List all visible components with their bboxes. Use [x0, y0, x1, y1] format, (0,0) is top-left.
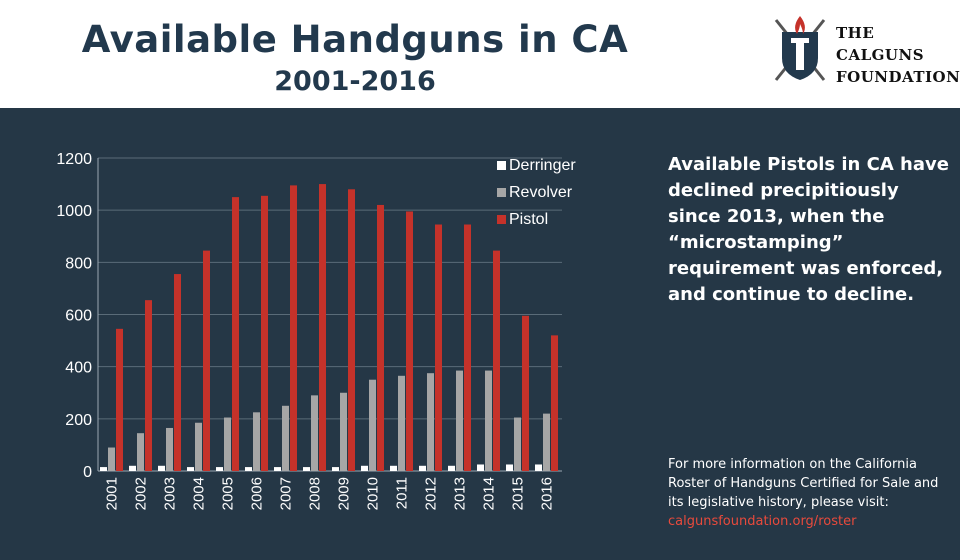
bar-derringer — [274, 467, 281, 471]
bar-pistol — [348, 189, 355, 472]
bar-derringer — [158, 465, 165, 471]
calguns-logo: THE CALGUNS FOUNDATION — [770, 14, 960, 94]
bar-revolver — [369, 379, 376, 471]
x-tick-label: 2003 — [162, 477, 179, 510]
logo-line-1: THE — [836, 24, 875, 42]
bar-revolver — [340, 392, 347, 471]
header: Available Handguns in CA 2001-2016 THE C… — [0, 0, 960, 108]
y-tick-label: 600 — [65, 308, 92, 325]
bar-derringer — [332, 467, 339, 471]
bar-revolver — [253, 412, 260, 471]
x-tick-label: 2012 — [423, 477, 440, 510]
bar-pistol — [203, 250, 210, 471]
bar-pistol — [406, 211, 413, 471]
bar-revolver — [543, 413, 550, 471]
page-subtitle: 2001-2016 — [274, 66, 436, 97]
bar-revolver — [137, 433, 144, 471]
bar-pistol — [377, 204, 384, 471]
bar-derringer — [535, 464, 542, 471]
content-panel: 0 200 400 600 800 1000 1200 2001 2002 2003 2004 200… — [0, 108, 960, 560]
x-tick-label: 2016 — [539, 477, 556, 510]
bar-pistol — [464, 224, 471, 471]
bar-pistol — [261, 195, 268, 471]
legend-label-revolver: Revolver — [509, 184, 573, 201]
bar-pistol — [290, 185, 297, 471]
y-tick-label: 800 — [65, 255, 92, 272]
legend-swatch-pistol — [497, 215, 506, 224]
x-tick-label: 2006 — [249, 477, 266, 510]
bar-revolver — [427, 373, 434, 471]
x-tick-label: 2007 — [278, 477, 295, 510]
bar-derringer — [245, 467, 252, 471]
bar-pistol — [174, 274, 181, 471]
bar-revolver — [456, 370, 463, 471]
bar-revolver — [108, 447, 115, 471]
footer-note: For more information on the California R… — [668, 455, 948, 531]
y-tick-label: 400 — [65, 360, 92, 377]
y-tick-label: 0 — [83, 464, 92, 481]
logo-line-3: FOUNDATION — [836, 68, 960, 86]
bar-pistol — [116, 328, 123, 471]
x-tick-label: 2002 — [133, 477, 150, 510]
page-title: Available Handguns in CA — [81, 18, 629, 61]
logo-line-2: CALGUNS — [836, 46, 925, 64]
bar-pistol — [551, 335, 558, 471]
bar-chart: 0 200 400 600 800 1000 1200 2001 2002 2003 2004 200… — [56, 151, 576, 510]
legend-label-derringer: Derringer — [509, 157, 576, 174]
bar-derringer — [419, 465, 426, 471]
bar-pistol — [145, 300, 152, 471]
x-tick-label: 2009 — [336, 477, 353, 510]
bar-derringer — [303, 467, 310, 471]
footer-link[interactable]: calgunsfoundation.org/roster — [668, 514, 857, 529]
x-tick-label: 2010 — [365, 477, 382, 510]
bar-derringer — [187, 467, 194, 471]
bar-revolver — [166, 427, 173, 471]
side-note: Available Pistols in CA have declined pr… — [668, 154, 949, 305]
y-tick-label: 1000 — [56, 203, 92, 220]
legend-swatch-revolver — [497, 188, 506, 197]
x-tick-label: 2008 — [307, 477, 324, 510]
y-tick-label: 200 — [65, 412, 92, 429]
legend-swatch-derringer — [497, 161, 506, 170]
bar-derringer — [100, 467, 107, 471]
x-tick-label: 2015 — [510, 477, 527, 510]
bar-pistol — [232, 197, 239, 471]
bar-derringer — [216, 467, 223, 471]
bar-revolver — [398, 375, 405, 471]
x-tick-label: 2001 — [104, 477, 121, 510]
x-tick-label: 2004 — [191, 477, 208, 510]
x-tick-label: 2005 — [220, 477, 237, 510]
torch-shield-crossed-swords-icon — [774, 16, 826, 81]
x-tick-label: 2011 — [394, 477, 411, 509]
bar-derringer — [448, 465, 455, 471]
bar-revolver — [224, 417, 231, 471]
logo-text: THE CALGUNS FOUNDATION — [836, 22, 960, 88]
bar-derringer — [361, 465, 368, 471]
y-tick-label: 1200 — [56, 151, 92, 168]
bar-revolver — [195, 422, 202, 471]
bar-derringer — [390, 465, 397, 471]
legend-label-pistol: Pistol — [509, 211, 548, 228]
bar-revolver — [514, 417, 521, 471]
bar-derringer — [129, 465, 136, 471]
bar-pistol — [522, 315, 529, 471]
bar-revolver — [311, 395, 318, 471]
bar-pistol — [435, 224, 442, 471]
bar-derringer — [477, 464, 484, 471]
bar-pistol — [493, 250, 500, 471]
bar-derringer — [506, 464, 513, 471]
x-tick-label: 2013 — [452, 477, 469, 510]
footer-text: For more information on the California R… — [668, 457, 939, 510]
bar-pistol — [319, 184, 326, 471]
bar-revolver — [282, 405, 289, 471]
x-tick-label: 2014 — [481, 477, 498, 510]
bar-revolver — [485, 370, 492, 471]
